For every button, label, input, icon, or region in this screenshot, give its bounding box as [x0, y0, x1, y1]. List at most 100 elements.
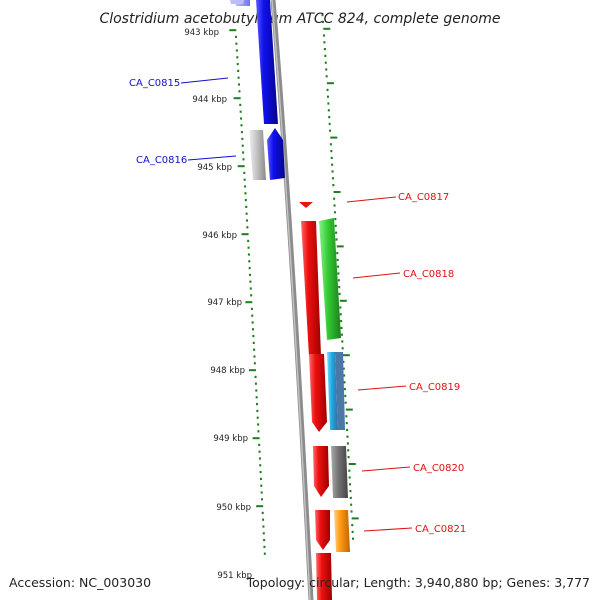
inner-track-minor-tick	[339, 306, 342, 309]
outer-track-minor-tick	[252, 341, 255, 344]
category-block-ca-c0818	[319, 218, 341, 340]
inner-track-minor-tick	[333, 197, 336, 200]
gene-ca-c0820[interactable]	[313, 446, 329, 497]
category-block-ca-c0819b	[335, 352, 345, 430]
category-block-ca-c0821	[334, 510, 350, 552]
reverse-category-track	[319, 218, 350, 552]
label-ca-c0820[interactable]: CA_C0820	[413, 463, 464, 474]
label-ca-c0816[interactable]: CA_C0816	[136, 155, 187, 166]
outer-track-minor-tick	[240, 117, 243, 120]
inner-track-minor-tick	[346, 442, 349, 445]
label-ca-c0819[interactable]: CA_C0819	[409, 382, 460, 393]
inner-track-minor-tick	[339, 313, 342, 316]
outer-kbp-tick-track	[229, 29, 266, 555]
outer-track-minor-tick	[259, 477, 262, 480]
category-block-top	[230, 0, 244, 4]
inner-track-major-tick	[345, 408, 353, 411]
leader-ca-c0819	[357, 385, 407, 391]
label-ca-c0821[interactable]: CA_C0821	[415, 524, 466, 535]
leader-ca-c0815	[180, 77, 229, 84]
outer-track-minor-tick	[248, 260, 251, 263]
inner-track-minor-tick	[346, 435, 349, 438]
inner-track-minor-tick	[331, 163, 334, 166]
inner-track-minor-tick	[344, 401, 347, 404]
kbp-label-945: 945 kbp	[197, 163, 232, 173]
outer-track-minor-tick	[236, 63, 239, 66]
outer-track-minor-tick	[253, 355, 256, 358]
inner-track-minor-tick	[329, 143, 332, 146]
gene-ca-c0821[interactable]	[315, 510, 330, 550]
outer-track-minor-tick	[260, 484, 263, 487]
gene-bottom-partial[interactable]	[316, 553, 332, 600]
inner-track-minor-tick	[331, 177, 334, 180]
gene-ca-c0817[interactable]	[299, 202, 313, 208]
inner-track-minor-tick	[333, 211, 336, 214]
inner-track-minor-tick	[350, 503, 353, 506]
outer-track-minor-tick	[249, 280, 252, 283]
outer-track-minor-tick	[261, 511, 264, 514]
outer-track-minor-tick	[244, 199, 247, 202]
outer-track-minor-tick	[263, 539, 266, 542]
outer-track-minor-tick	[245, 212, 248, 215]
kbp-label-948: 948 kbp	[210, 366, 245, 376]
inner-track-minor-tick	[328, 122, 331, 125]
outer-track-minor-tick	[246, 219, 249, 222]
kbp-label-950: 950 kbp	[216, 503, 251, 513]
outer-track-minor-tick	[258, 457, 261, 460]
kbp-label-943: 943 kbp	[184, 28, 219, 38]
outer-track-minor-tick	[235, 42, 238, 45]
inner-track-minor-tick	[333, 204, 336, 207]
inner-track-minor-tick	[327, 109, 330, 112]
gene-ca-c0816[interactable]	[267, 128, 285, 180]
accession-label: Accession: NC_003030	[9, 575, 152, 590]
outer-track-minor-tick	[261, 498, 264, 501]
gene-ca-c0819[interactable]	[309, 354, 327, 432]
inner-track-minor-tick	[345, 415, 348, 418]
outer-track-minor-tick	[259, 464, 262, 467]
outer-track-minor-tick	[252, 328, 255, 331]
inner-track-minor-tick	[324, 61, 327, 64]
outer-track-minor-tick	[240, 124, 243, 127]
inner-track-minor-tick	[347, 449, 350, 452]
label-ca-c0818[interactable]: CA_C0818	[403, 269, 454, 280]
inner-track-minor-tick	[349, 490, 352, 493]
outer-track-minor-tick	[244, 185, 247, 188]
gene-labels: CA_C0815 CA_C0816 CA_C0817 CA_C0818 CA_C…	[129, 77, 466, 535]
outer-track-minor-tick	[257, 423, 260, 426]
inner-track-minor-tick	[346, 428, 349, 431]
genome-backbone	[270, 0, 314, 600]
outer-track-minor-tick	[251, 314, 254, 317]
inner-track-minor-tick	[351, 530, 354, 533]
inner-track-minor-tick	[344, 394, 347, 397]
outer-track-minor-tick	[243, 171, 246, 174]
outer-track-major-tick	[249, 369, 257, 372]
outer-track-minor-tick	[256, 416, 259, 419]
outer-track-minor-tick	[246, 226, 249, 229]
inner-track-minor-tick	[336, 258, 339, 261]
outer-track-minor-tick	[253, 362, 256, 365]
outer-track-minor-tick	[237, 76, 240, 79]
outer-track-minor-tick	[259, 471, 262, 474]
outer-track-minor-tick	[253, 348, 256, 351]
reverse-strand-genes	[299, 202, 332, 600]
outer-track-major-tick	[229, 29, 237, 32]
outer-track-major-tick	[245, 301, 253, 304]
gene-ca-c0815[interactable]	[256, 0, 278, 124]
leader-ca-c0821	[363, 527, 413, 532]
inner-track-minor-tick	[341, 340, 344, 343]
gene-ca-c0818[interactable]	[301, 221, 321, 368]
outer-track-minor-tick	[262, 525, 265, 528]
outer-track-minor-tick	[249, 273, 252, 276]
outer-track-minor-tick	[258, 450, 261, 453]
inner-track-minor-tick	[327, 102, 330, 105]
inner-track-minor-tick	[323, 48, 326, 51]
label-ca-c0817[interactable]: CA_C0817	[398, 192, 449, 203]
inner-track-minor-tick	[343, 374, 346, 377]
outer-track-minor-tick	[258, 443, 261, 446]
kbp-label-944: 944 kbp	[192, 95, 227, 105]
category-block-ca-c0816	[249, 130, 266, 180]
outer-track-minor-tick	[260, 491, 263, 494]
outer-track-minor-tick	[238, 90, 241, 93]
label-ca-c0815[interactable]: CA_C0815	[129, 78, 180, 89]
